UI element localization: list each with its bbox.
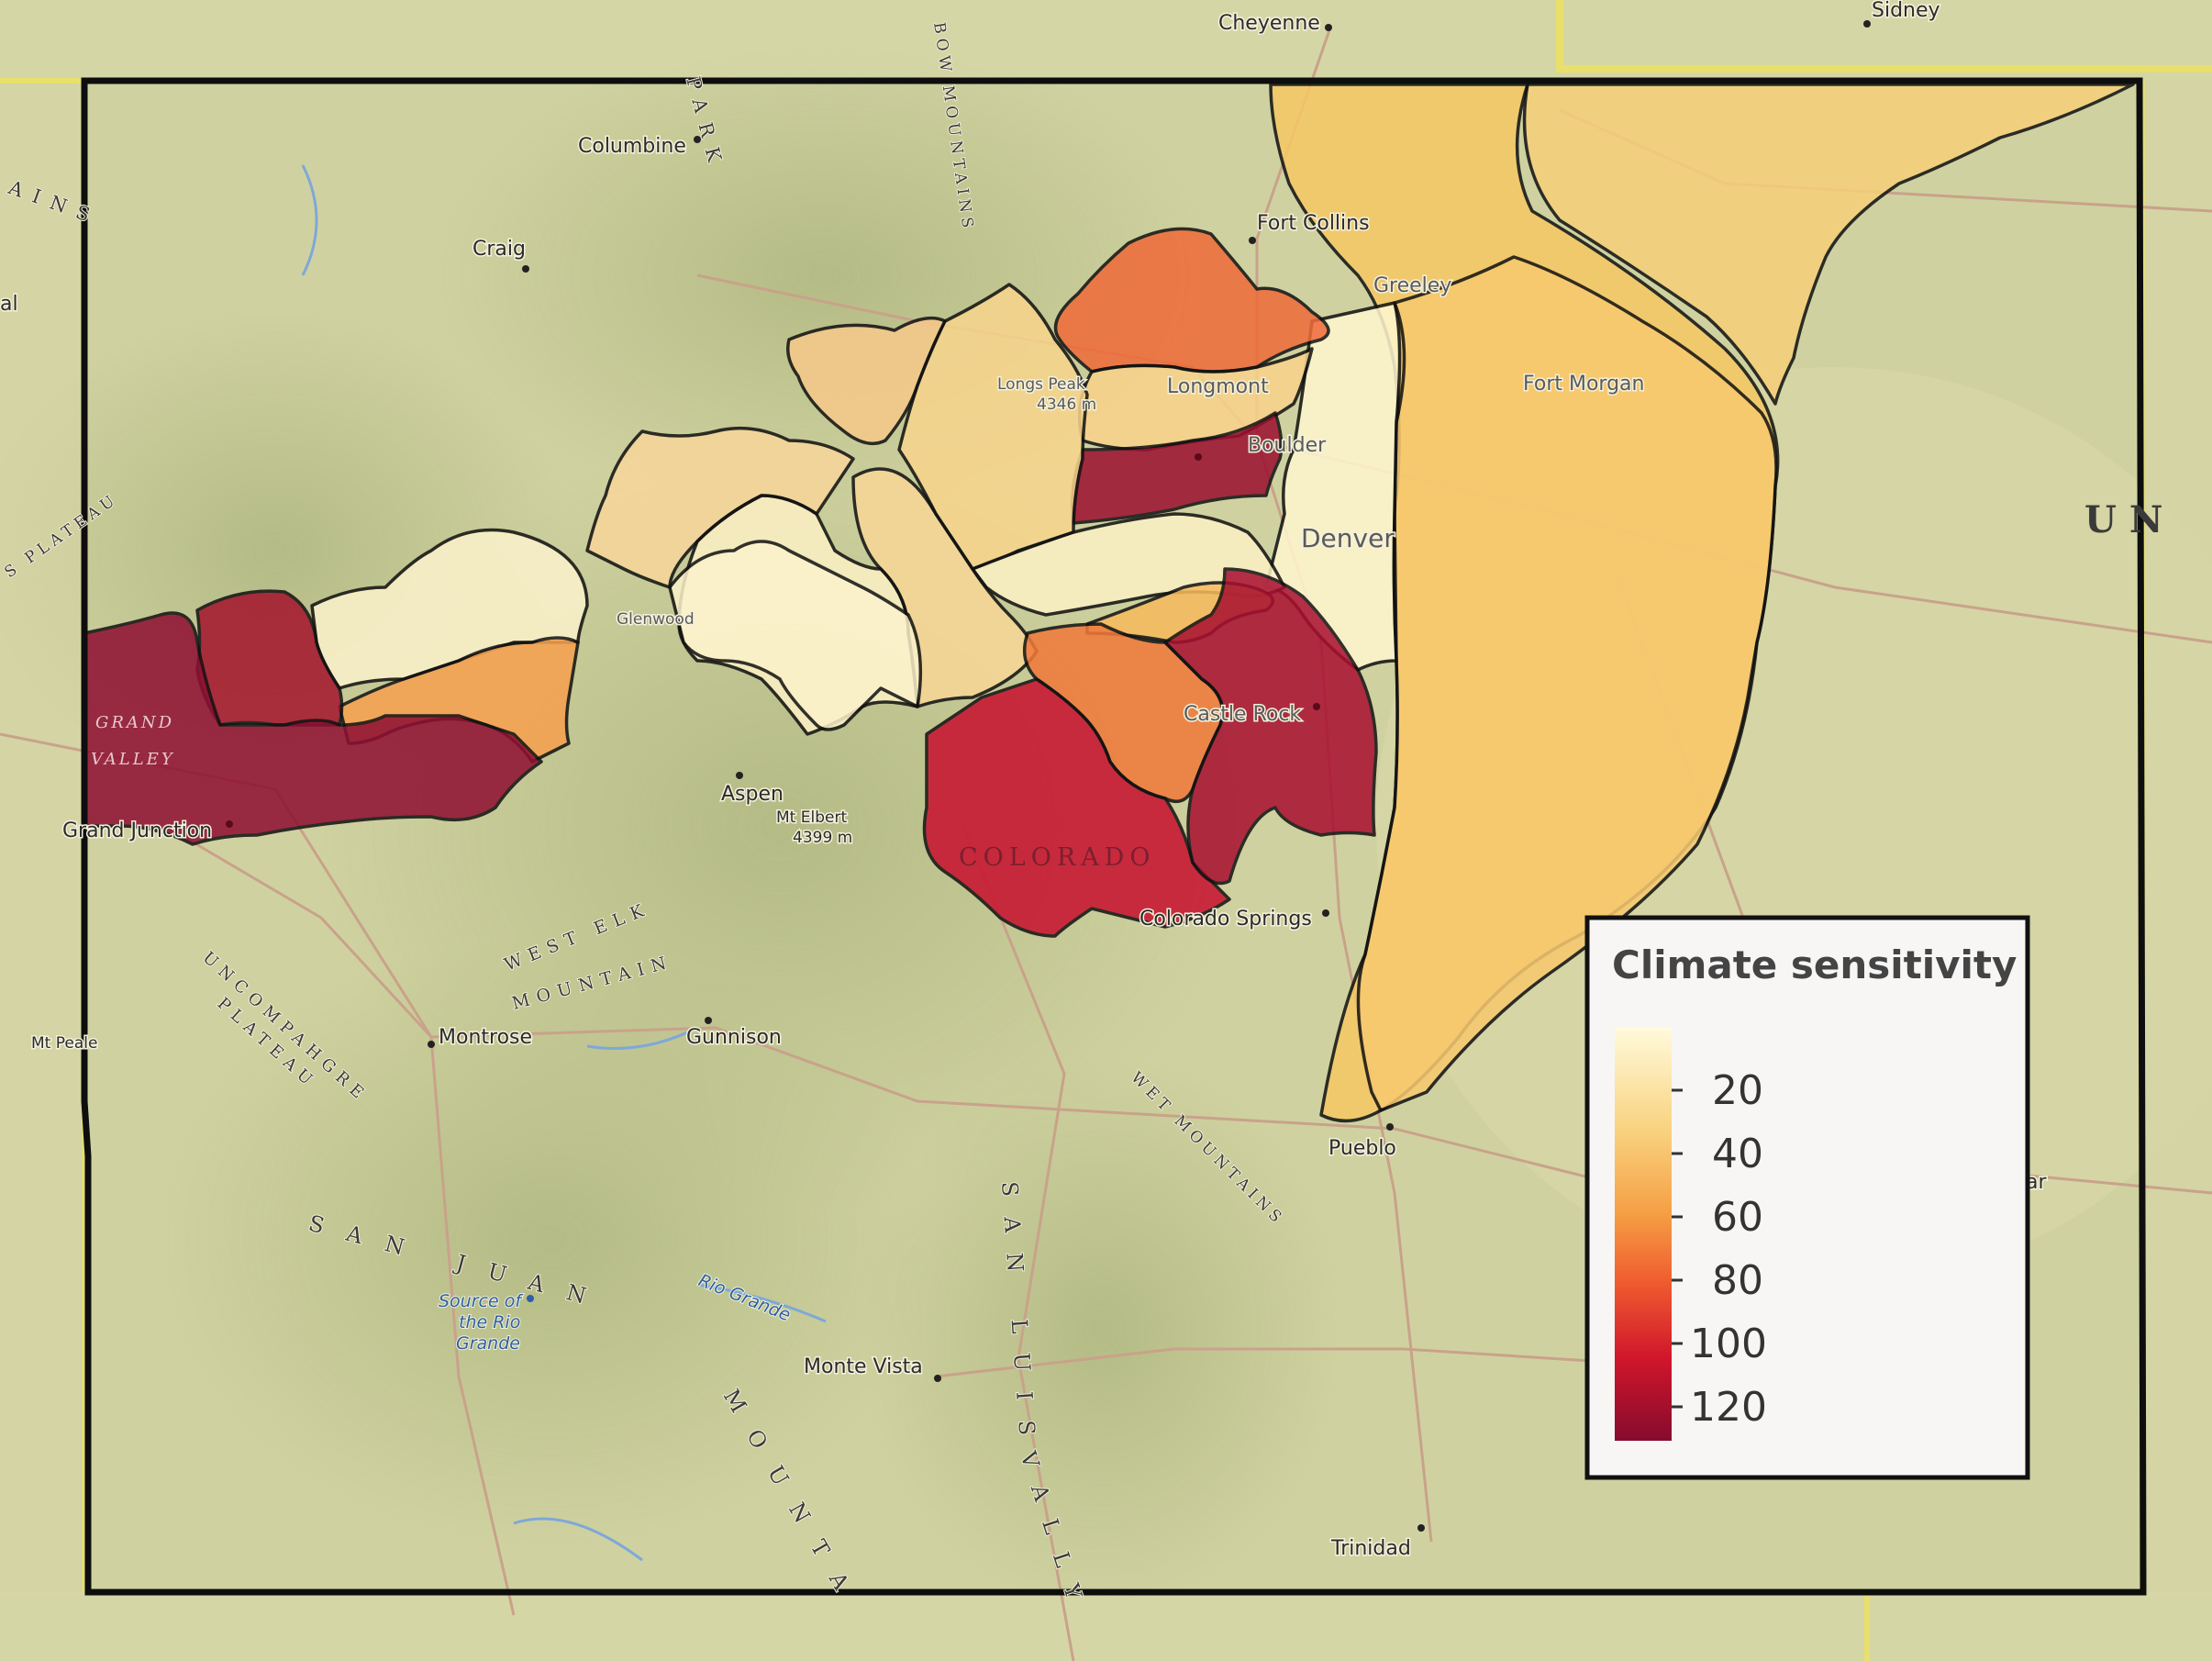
watershed-grand-valley[interactable]: [83, 611, 543, 846]
label-gunnison: Gunnison: [686, 1026, 782, 1049]
label-grand-valley-2: VALLEY: [91, 750, 175, 769]
label-fort-collins: Fort Collins: [1257, 212, 1370, 235]
label-longs-peak: Longs Peak: [997, 375, 1085, 394]
place-labels: Cheyenne Sidney Columbine Craig Fort Col…: [0, 0, 2049, 1562]
label-monte-vista: Monte Vista: [804, 1355, 923, 1378]
label-longmont: Longmont: [1167, 375, 1269, 398]
label-greeley: Greeley: [1373, 274, 1451, 297]
legend-title: Climate sensitivity: [1612, 942, 2017, 987]
watershed-upper-colorado-headwaters[interactable]: [786, 316, 947, 446]
legend-colorbar: [1615, 1028, 1672, 1441]
watershed-far-northeast[interactable]: [1522, 83, 2135, 406]
label-cheyenne: Cheyenne: [1218, 12, 1320, 35]
label-longs-peak-elev: 4346 m: [1037, 396, 1096, 414]
label-boulder: Boulder: [1248, 434, 1327, 457]
label-source-rio-3: Grande: [456, 1333, 520, 1354]
label-denver: Denver: [1301, 523, 1395, 553]
legend-tick-40: 40: [1712, 1131, 1763, 1177]
watershed-south-platte-plains[interactable]: [1356, 255, 1778, 1112]
label-sidney: Sidney: [1872, 0, 1940, 22]
rivers: [301, 164, 827, 1562]
label-castle-rock: Castle Rock: [1184, 703, 1301, 726]
label-grand-junction: Grand Junction: [62, 819, 212, 842]
legend-tick-20: 20: [1712, 1067, 1763, 1114]
watershed-west-of-glenwood[interactable]: [310, 528, 589, 690]
legend-ticks: [1672, 1088, 1683, 1409]
label-state-edge: UN: [2084, 498, 2175, 541]
watersheds: [83, 83, 2135, 1123]
watershed-plum-creek[interactable]: [1163, 567, 1378, 886]
label-montrose: Montrose: [439, 1026, 532, 1049]
label-glenwood: Glenwood: [617, 610, 695, 629]
label-aspen: Aspen: [721, 783, 784, 806]
label-grand-valley-1: GRAND: [95, 713, 174, 732]
watershed-roaring-fork[interactable]: [668, 540, 923, 731]
label-mt-elbert: Mt Elbert: [776, 808, 847, 827]
legend-tick-80: 80: [1712, 1257, 1763, 1304]
watershed-cache-la-poudre[interactable]: [1053, 227, 1330, 373]
watershed-st-vrain-boulder[interactable]: [1071, 411, 1284, 525]
legend-tick-120: 120: [1690, 1384, 1767, 1431]
label-colorado-springs: Colorado Springs: [1139, 908, 1312, 931]
label-columbine: Columbine: [578, 135, 686, 158]
legend-tick-100: 100: [1690, 1321, 1767, 1367]
label-source-rio-2: the Rio: [459, 1312, 520, 1332]
label-pueblo: Pueblo: [1328, 1137, 1396, 1160]
colorado-state-boundary: [81, 77, 2147, 1596]
legend-tick-60: 60: [1712, 1194, 1763, 1241]
label-craig: Craig: [472, 238, 526, 261]
label-mt-elbert-elev: 4399 m: [793, 829, 852, 847]
label-colorado: COLORADO: [959, 843, 1155, 872]
legend: Climate sensitivity 20 40 60 80 100 120: [1584, 915, 2030, 1480]
label-trinidad: Trinidad: [1330, 1537, 1411, 1560]
label-al: al: [0, 293, 18, 316]
label-fort-morgan: Fort Morgan: [1523, 373, 1644, 396]
label-source-rio-1: Source of: [439, 1291, 524, 1311]
label-mt-peale: Mt Peale: [31, 1034, 97, 1053]
